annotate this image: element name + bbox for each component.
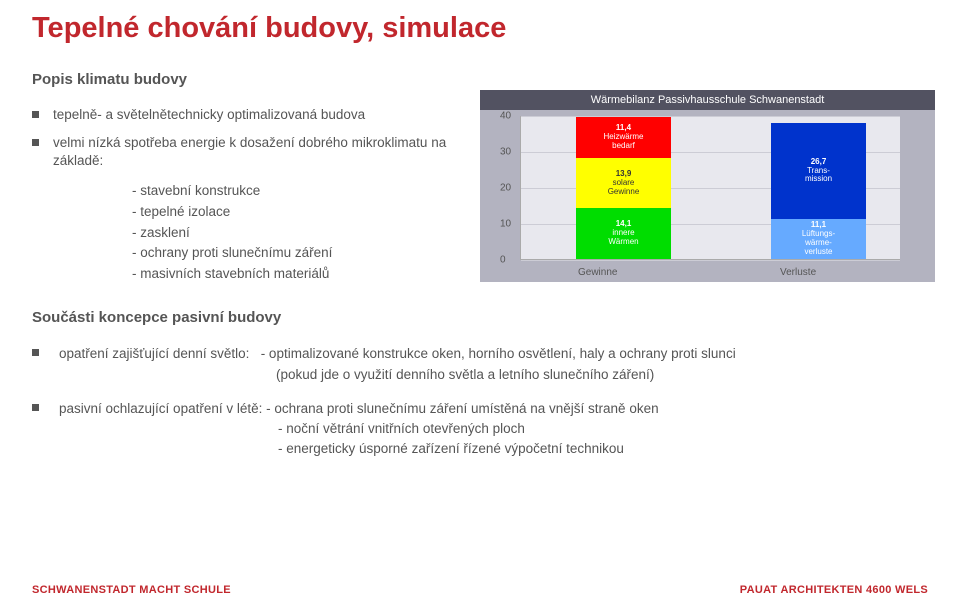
page-title: Tepelné chování budovy, simulace xyxy=(0,0,960,45)
square-bullet-icon xyxy=(32,404,39,411)
footer: SCHWANENSTADT MACHT SCHULE PAUAT ARCHITE… xyxy=(32,584,928,596)
bar-segment: 11,1Lüftungs-wärme-verluste xyxy=(771,219,866,259)
chart-body: 14,1innereWärmen13,9solareGewinne11,4Hei… xyxy=(480,110,935,282)
item-text: - energeticky úsporné zařízení řízené vý… xyxy=(59,441,624,456)
square-bullet-icon xyxy=(32,349,39,356)
bullet-text: tepelně- a světelnětechnicky optimalizov… xyxy=(53,106,365,124)
indent-item: - masivních stavebních materiálů xyxy=(132,264,472,285)
content-row: tepelně- a světelnětechnicky optimalizov… xyxy=(0,88,960,285)
bullet-item: velmi nízká spotřeba energie k dosažení … xyxy=(32,134,472,170)
list-item-content: opatření zajišťující denní světlo: - opt… xyxy=(59,344,736,385)
chart-title: Wärmebilanz Passivhausschule Schwanensta… xyxy=(480,90,935,110)
square-bullet-icon xyxy=(32,139,39,146)
bullet-item: tepelně- a světelnětechnicky optimalizov… xyxy=(32,106,472,124)
chart-container: Wärmebilanz Passivhausschule Schwanensta… xyxy=(480,90,935,285)
section-subtitle-2: Součásti koncepce pasivní budovy xyxy=(0,285,960,326)
left-column: tepelně- a světelnětechnicky optimalizov… xyxy=(32,88,472,285)
bar-segment: 14,1innereWärmen xyxy=(576,208,671,259)
item-label: pasivní ochlazující opatření v létě: xyxy=(59,401,262,416)
list-item: pasivní ochlazující opatření v létě: - o… xyxy=(32,399,928,460)
x-axis-label: Verluste xyxy=(780,267,816,278)
footer-right: PAUAT ARCHITEKTEN 4600 WELS xyxy=(740,584,928,596)
item-text: (pokud jde o využití denního světla a le… xyxy=(59,367,654,382)
x-axis-label: Gewinne xyxy=(578,267,617,278)
y-tick-label: 10 xyxy=(500,219,511,230)
item-text: - ochrana proti slunečnímu záření umístě… xyxy=(262,401,658,416)
bullet-text: velmi nízká spotřeba energie k dosažení … xyxy=(53,134,472,170)
bar-segment: 26,7Trans-mission xyxy=(771,123,866,219)
indent-item: - ochrany proti slunečnímu záření xyxy=(132,243,472,264)
section-subtitle-1: Popis klimatu budovy xyxy=(0,45,960,88)
bar-segment: 11,4Heizwärmebedarf xyxy=(576,117,671,158)
item-text: - optimalizované konstrukce oken, horníh… xyxy=(261,346,736,361)
indent-list: - stavební konstrukce - tepelné izolace … xyxy=(32,181,472,286)
y-tick-label: 20 xyxy=(500,183,511,194)
indent-item: - tepelné izolace xyxy=(132,202,472,223)
y-tick-label: 40 xyxy=(500,111,511,122)
plot-area: 14,1innereWärmen13,9solareGewinne11,4Hei… xyxy=(520,116,900,260)
stacked-bar: 14,1innereWärmen13,9solareGewinne11,4Hei… xyxy=(576,117,671,259)
y-tick-label: 0 xyxy=(500,255,506,266)
list-item-content: pasivní ochlazující opatření v létě: - o… xyxy=(59,399,659,460)
stacked-bar: 11,1Lüftungs-wärme-verluste26,7Trans-mis… xyxy=(771,123,866,259)
lower-section: opatření zajišťující denní světlo: - opt… xyxy=(0,326,960,459)
footer-left: SCHWANENSTADT MACHT SCHULE xyxy=(32,584,231,596)
item-text: - noční větrání vnitřních otevřených plo… xyxy=(59,421,525,436)
square-bullet-icon xyxy=(32,111,39,118)
indent-item: - zasklení xyxy=(132,223,472,244)
bar-segment: 13,9solareGewinne xyxy=(576,158,671,208)
indent-item: - stavební konstrukce xyxy=(132,181,472,202)
list-item: opatření zajišťující denní světlo: - opt… xyxy=(32,344,928,385)
item-label: opatření zajišťující denní světlo: xyxy=(59,346,249,361)
y-tick-label: 30 xyxy=(500,147,511,158)
